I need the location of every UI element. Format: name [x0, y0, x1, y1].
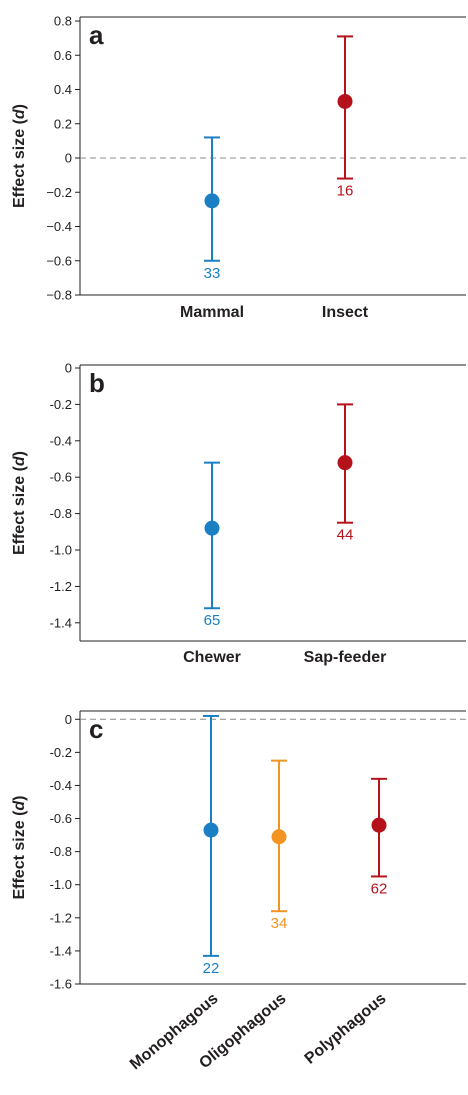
- sample-size-label: 65: [204, 612, 221, 629]
- y-axis-label: Effect size (d): [11, 104, 28, 208]
- y-tick-label: -1.0: [50, 877, 72, 892]
- y-axis-label-symbol: d: [11, 800, 28, 811]
- y-tick-label: -1.4: [50, 943, 72, 958]
- y-tick-label: −0.4: [46, 219, 72, 234]
- x-category-label: Polyphagous: [302, 990, 390, 1068]
- sample-size-label: 22: [203, 960, 220, 977]
- y-tick-label: 0.6: [54, 48, 72, 63]
- sample-size-label: 62: [371, 880, 388, 897]
- mean-point: [371, 817, 387, 833]
- sample-size-label: 33: [204, 265, 221, 282]
- mean-point: [204, 193, 220, 209]
- mean-point: [204, 520, 220, 536]
- y-tick-label: -0.8: [50, 844, 72, 859]
- y-tick-label: -0.4: [50, 433, 72, 448]
- y-tick-label: 0: [65, 361, 72, 376]
- chart-panel-b: 0 -0.2 -0.4 -0.6 -0.8 -1.0 -1.2 -1.4 b Effect siz…: [11, 361, 466, 666]
- y-tick-label: -1.2: [50, 910, 72, 925]
- y-tick-label: -0.2: [50, 397, 72, 412]
- y-axis-label-symbol: d: [11, 455, 28, 466]
- y-axis-label-symbol: d: [11, 108, 28, 119]
- y-axis-label-paren-close: ): [11, 795, 28, 800]
- y-axis-label-text: Effect size: [11, 820, 28, 899]
- sample-size-label: 16: [337, 183, 354, 200]
- y-tick-label: -1.2: [50, 579, 72, 594]
- sample-size-label: 34: [271, 915, 288, 932]
- panel-letter: a: [89, 20, 104, 50]
- y-tick-label: 0.2: [54, 116, 72, 131]
- y-tick-label: -0.2: [50, 745, 72, 760]
- y-tick-label: 0: [65, 712, 72, 727]
- mean-point: [337, 93, 353, 109]
- y-axis-label: Effect size (d): [11, 451, 28, 555]
- y-tick-label: −0.6: [46, 253, 72, 268]
- panel-letter: b: [89, 368, 105, 398]
- y-tick-label: 0.4: [54, 82, 72, 97]
- y-tick-label: -0.8: [50, 506, 72, 521]
- sample-size-label: 44: [337, 527, 354, 544]
- chart-panel-c: 0 -0.2 -0.4 -0.6 -0.8 -1.0 -1.2 -1.4 -1.6 c Effect…: [11, 710, 466, 1073]
- x-category-label: Insect: [322, 304, 369, 321]
- y-tick-label: −0.8: [46, 288, 72, 303]
- y-axis-label-paren-open: (: [11, 810, 28, 820]
- mean-point: [271, 829, 287, 845]
- y-axis-label-paren-close: ): [11, 104, 28, 109]
- chart-panel-a: 0.8 0.6 0.4 0.2 0 −0.2 −0.4 −0.6 −0.8 a Effect siz…: [11, 14, 466, 321]
- panel-letter: c: [89, 714, 103, 744]
- y-axis-label: Effect size (d): [11, 795, 28, 899]
- x-category-label: Sap-feeder: [304, 649, 387, 666]
- y-axis-label-paren-open: (: [11, 465, 28, 475]
- y-tick-label: 0.8: [54, 14, 72, 29]
- y-tick-label: -0.4: [50, 778, 72, 793]
- mean-point: [203, 822, 219, 838]
- mean-point: [337, 455, 353, 471]
- y-tick-label: 0: [65, 151, 72, 166]
- x-category-label: Mammal: [180, 304, 244, 321]
- y-tick-label: -0.6: [50, 470, 72, 485]
- y-tick-label: -1.6: [50, 977, 72, 992]
- x-category-label: Chewer: [183, 649, 241, 666]
- y-tick-label: -1.0: [50, 543, 72, 558]
- y-tick-label: -0.6: [50, 811, 72, 826]
- y-tick-label: -1.4: [50, 615, 72, 630]
- y-tick-label: −0.2: [46, 185, 72, 200]
- y-axis-label-paren-close: ): [11, 451, 28, 456]
- y-axis-label-text: Effect size: [11, 476, 28, 555]
- y-axis-label-text: Effect size: [11, 129, 28, 208]
- y-axis-label-paren-open: (: [11, 118, 28, 128]
